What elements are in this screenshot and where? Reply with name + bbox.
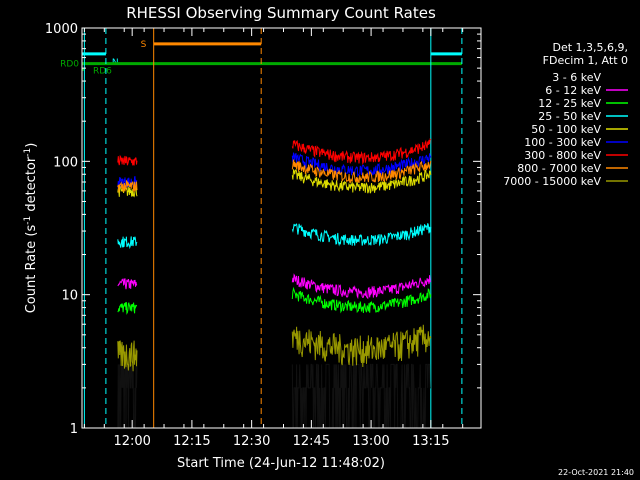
legend-label-4: 50 - 100 keV — [531, 123, 601, 136]
y-tick-label-3: 1000 — [45, 22, 78, 37]
series-trace-7-1 — [291, 159, 432, 184]
series-trace-2-1 — [291, 286, 432, 314]
flag-label-rd6: RD6 — [93, 66, 112, 76]
series-trace-6-1 — [291, 138, 432, 166]
y-axis: 1 10 100 1000 — [45, 22, 481, 437]
y-axis-label-sup2: -1 — [23, 148, 33, 157]
legend-label-1: 6 - 12 keV — [545, 84, 601, 97]
x-axis: 12:00 12:15 12:30 12:45 13:00 13:15 — [83, 28, 464, 449]
series-trace-5-1 — [291, 152, 432, 178]
legend-label-6: 300 - 800 keV — [524, 149, 601, 162]
flag-label-s: S — [141, 40, 147, 50]
series-trace-8-0 — [117, 340, 138, 372]
y-axis-label-middle: detector — [24, 156, 39, 216]
y-tick-label-1: 10 — [61, 289, 78, 304]
legend-label-5: 100 - 300 keV — [524, 136, 601, 149]
series-trace-8-1 — [291, 324, 432, 368]
plot-frame — [81, 27, 482, 429]
chart-title: RHESSI Observing Summary Count Rates — [126, 4, 436, 22]
generation-timestamp: 22-Oct-2021 21:40 — [558, 468, 634, 477]
x-axis-label: Start Time (24-Jun-12 11:48:02) — [177, 456, 385, 471]
y-axis-label: Count Rate (s-1 detector-1) — [23, 143, 39, 314]
legend-label-8: 7000 - 15000 keV — [503, 175, 601, 188]
y-axis-label-sup1: -1 — [23, 216, 33, 225]
y-axis-label-prefix: Count Rate (s — [24, 225, 39, 314]
legend-label-2: 12 - 25 keV — [538, 97, 601, 110]
series-layer — [117, 138, 432, 429]
x-tick-label-5: 13:15 — [412, 434, 449, 449]
x-tick-label-2: 12:30 — [233, 434, 270, 449]
y-axis-label-suffix: ) — [24, 143, 39, 148]
series-trace-4-1 — [291, 168, 432, 194]
flag-label-rd0: RD0 — [60, 60, 79, 70]
legend-label-3: 25 - 50 keV — [538, 110, 601, 123]
x-tick-label-4: 13:00 — [352, 434, 389, 449]
series-trace-1-1 — [291, 273, 432, 300]
series-trace-3-0 — [117, 236, 138, 250]
legend-label-0: 3 - 6 keV — [552, 71, 601, 84]
series-trace-4-0 — [117, 184, 138, 198]
series-trace-6-0 — [117, 154, 138, 166]
series-trace-1-0 — [117, 278, 138, 290]
x-tick-label-3: 12:45 — [293, 434, 330, 449]
detector-info-line-2: FDecim 1, Att 0 — [543, 54, 628, 67]
detector-info-line-1: Det 1,3,5,6,9, — [552, 41, 628, 54]
legend-label-7: 800 - 7000 keV — [517, 162, 601, 175]
y-tick-label-0: 1 — [70, 422, 78, 437]
series-trace-2-0 — [117, 301, 138, 315]
flag-layer: NSRD0RD6 — [60, 40, 462, 76]
x-tick-label-1: 12:15 — [173, 434, 210, 449]
y-tick-label-2: 100 — [53, 155, 78, 170]
series-trace-7-0 — [117, 179, 138, 193]
x-tick-label-0: 12:00 — [113, 434, 150, 449]
series-trace-3-1 — [291, 223, 432, 247]
